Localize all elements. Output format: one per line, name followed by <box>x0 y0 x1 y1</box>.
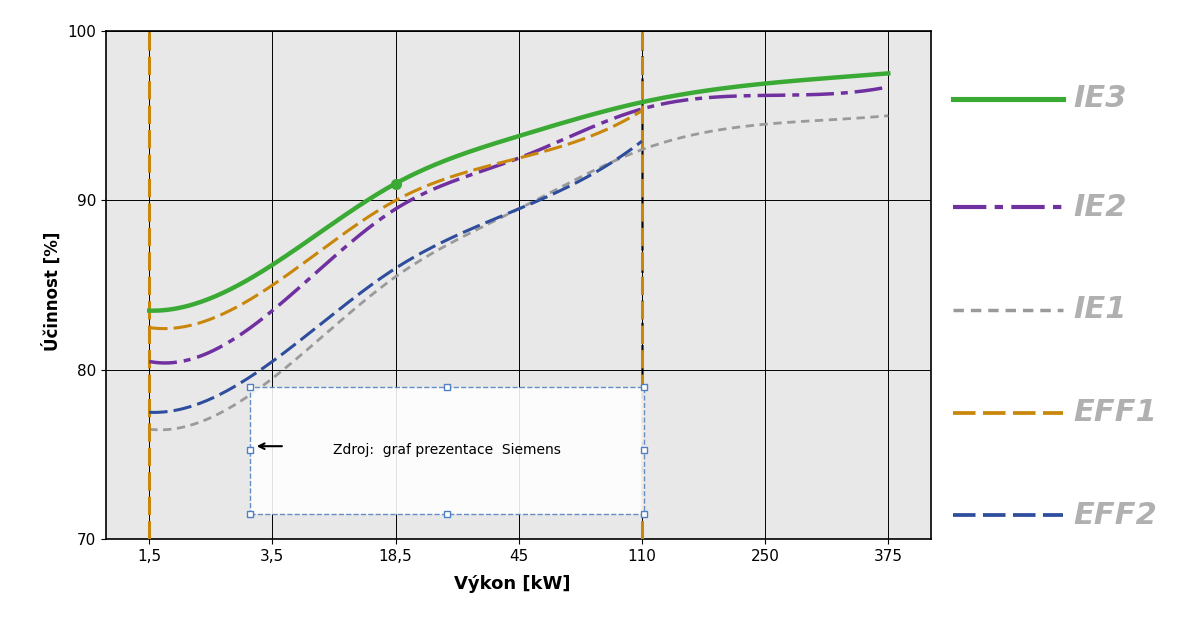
Text: IE2: IE2 <box>1073 202 1127 231</box>
Text: IE3: IE3 <box>1076 90 1131 119</box>
Text: IE1: IE1 <box>1073 287 1127 316</box>
Text: IE1: IE1 <box>1076 301 1131 330</box>
Text: EFF2: EFF2 <box>1071 507 1154 536</box>
Text: EFF2: EFF2 <box>1069 501 1153 530</box>
Text: EFF1: EFF1 <box>1071 404 1154 433</box>
Text: EFF2: EFF2 <box>1073 492 1158 521</box>
Text: IE3: IE3 <box>1073 76 1127 105</box>
Text: EFF1: EFF1 <box>1073 389 1158 419</box>
Text: EFF2: EFF2 <box>1073 510 1158 538</box>
X-axis label: Výkon [kW]  : Výkon [kW] <box>454 575 584 593</box>
Text: IE1: IE1 <box>1078 296 1132 324</box>
Text: IE1: IE1 <box>1073 296 1127 324</box>
Text: IE3: IE3 <box>1073 93 1127 122</box>
Text: IE2: IE2 <box>1071 198 1124 228</box>
Text: IE2: IE2 <box>1076 187 1131 216</box>
FancyBboxPatch shape <box>250 387 645 514</box>
Text: IE2: IE2 <box>1073 184 1127 213</box>
Text: EFF1: EFF1 <box>1076 404 1160 433</box>
Text: IE3: IE3 <box>1069 84 1122 113</box>
Text: EFF1: EFF1 <box>1078 398 1161 427</box>
Text: IE2: IE2 <box>1069 193 1122 222</box>
Text: EFF2: EFF2 <box>1076 507 1160 536</box>
Text: EFF1: EFF1 <box>1069 398 1153 427</box>
Text: IE2: IE2 <box>1078 193 1132 222</box>
Text: EFF1: EFF1 <box>1073 398 1158 427</box>
Text: IE1: IE1 <box>1071 301 1124 330</box>
Text: Zdroj:  graf prezentace  Siemens: Zdroj: graf prezentace Siemens <box>334 443 561 458</box>
Text: EFF1: EFF1 <box>1073 407 1158 436</box>
Text: IE1: IE1 <box>1071 290 1124 319</box>
Text: IE1: IE1 <box>1076 290 1131 319</box>
Text: IE2: IE2 <box>1071 187 1124 216</box>
Text: IE2: IE2 <box>1073 193 1127 222</box>
Text: IE2: IE2 <box>1076 198 1131 228</box>
Text: EFF2: EFF2 <box>1076 495 1160 524</box>
Text: EFF1: EFF1 <box>1076 392 1160 422</box>
Y-axis label: Účinnost [%]  : Účinnost [%] <box>42 219 62 351</box>
Text: IE3: IE3 <box>1073 84 1127 113</box>
Text: IE1: IE1 <box>1073 304 1127 333</box>
Text: EFF2: EFF2 <box>1071 495 1154 524</box>
Text: IE3: IE3 <box>1078 84 1132 113</box>
Text: IE3: IE3 <box>1071 90 1124 119</box>
Text: EFF2: EFF2 <box>1073 501 1158 530</box>
Text: EFF2: EFF2 <box>1078 501 1161 530</box>
Text: IE3: IE3 <box>1076 79 1131 108</box>
Text: EFF1: EFF1 <box>1071 392 1154 422</box>
Text: IE3: IE3 <box>1071 79 1124 108</box>
Text: IE1: IE1 <box>1069 296 1122 324</box>
